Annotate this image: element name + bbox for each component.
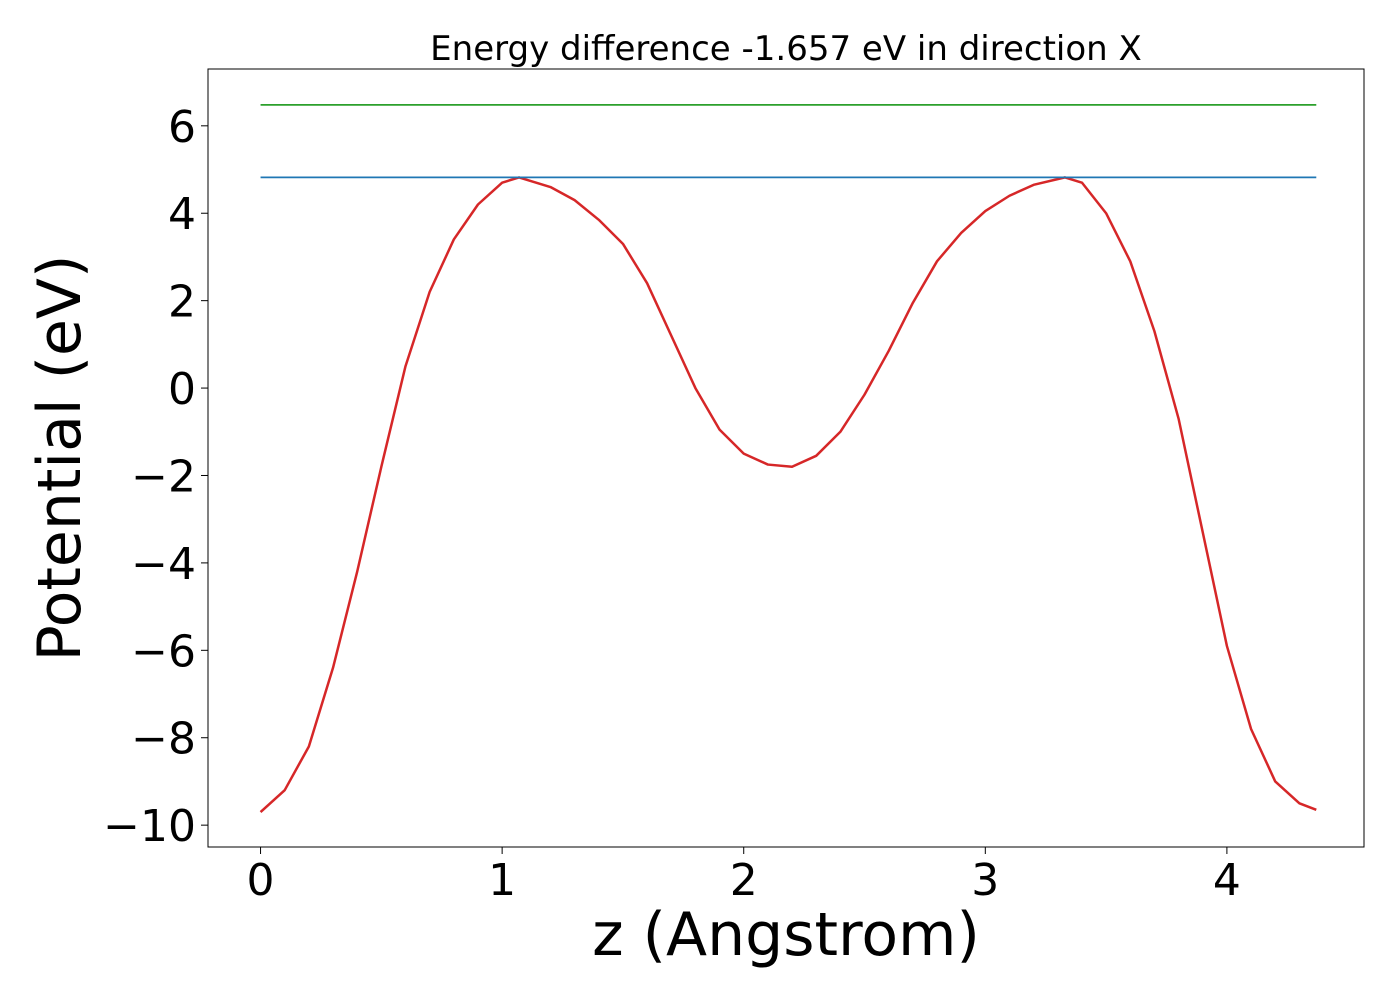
x-tick-label: 2 [730, 855, 758, 906]
y-tick-label: 6 [168, 102, 196, 153]
y-tick-label: −4 [131, 539, 196, 590]
x-axis-label: z (Angstrom) [592, 900, 980, 970]
x-tick-label: 4 [1213, 855, 1241, 906]
y-tick-label: −6 [131, 626, 196, 677]
x-tick-label: 1 [488, 855, 516, 906]
plot-frame [207, 68, 1365, 848]
x-axis-ticks: 0 1 2 3 4 [247, 847, 1241, 906]
series-layer [259, 103, 1317, 813]
chart-title: Energy difference -1.657 eV in direction… [430, 29, 1142, 69]
y-tick-label: 0 [168, 364, 196, 415]
y-axis-ticks: −10 −8 −6 −4 −2 0 2 4 6 [103, 102, 208, 852]
y-axis-label: Potential (eV) [25, 255, 95, 662]
y-tick-label: −8 [131, 714, 196, 765]
x-tick-label: 0 [247, 855, 275, 906]
y-tick-label: −2 [131, 451, 196, 502]
y-tick-label: 2 [168, 277, 196, 328]
y-tick-label: −10 [103, 801, 196, 852]
y-tick-label: 4 [168, 189, 196, 240]
x-tick-label: 3 [971, 855, 999, 906]
series-line-1 [259, 176, 1317, 813]
